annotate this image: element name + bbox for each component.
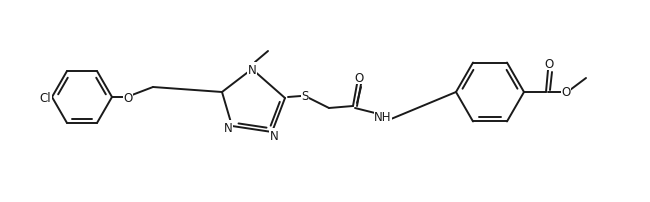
Text: N: N bbox=[224, 121, 233, 134]
Text: O: O bbox=[562, 86, 571, 99]
Text: N: N bbox=[248, 63, 256, 76]
Text: S: S bbox=[302, 90, 309, 103]
Text: NH: NH bbox=[374, 111, 392, 124]
Text: O: O bbox=[124, 91, 133, 104]
Text: O: O bbox=[544, 57, 554, 70]
Text: N: N bbox=[270, 129, 278, 142]
Text: O: O bbox=[354, 71, 363, 84]
Text: Cl: Cl bbox=[40, 91, 51, 104]
